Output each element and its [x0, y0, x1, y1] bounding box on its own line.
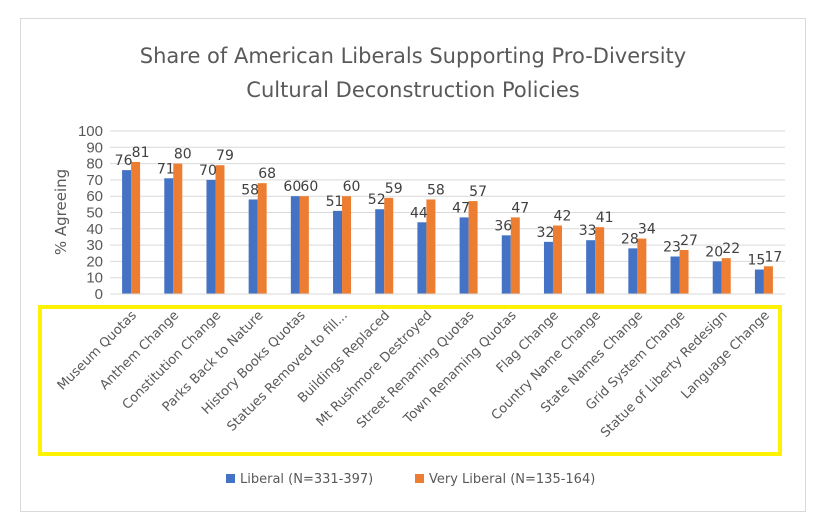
- data-label: 60: [343, 179, 361, 195]
- bars: [122, 161, 773, 294]
- bar-very-liberal: [679, 249, 689, 294]
- data-label: 42: [554, 209, 572, 225]
- data-label: 23: [663, 240, 681, 256]
- bar-very-liberal: [257, 183, 267, 294]
- legend-swatch: [415, 474, 424, 483]
- bar-very-liberal: [468, 201, 478, 294]
- bar-liberal: [543, 241, 553, 294]
- data-label: 22: [722, 241, 740, 257]
- chart-title-line-1: Share of American Liberals Supporting Pr…: [140, 44, 686, 68]
- data-label: 52: [368, 192, 386, 208]
- bar-liberal: [122, 170, 132, 294]
- bar-liberal: [670, 256, 680, 294]
- bar-very-liberal: [637, 238, 647, 294]
- y-tick-label: 90: [86, 139, 103, 156]
- y-tick-label: 0: [95, 286, 103, 303]
- data-label: 34: [638, 222, 656, 238]
- legend-label: Very Liberal (N=135-164): [429, 472, 595, 487]
- bar-liberal: [501, 235, 511, 294]
- bar-liberal: [333, 210, 343, 294]
- y-tick-label: 80: [86, 156, 103, 173]
- legend: Liberal (N=331-397) Very Liberal (N=135-1…: [226, 472, 595, 487]
- bar-very-liberal: [721, 258, 731, 294]
- bar-very-liberal: [131, 161, 141, 294]
- data-label: 79: [216, 148, 234, 164]
- y-tick-label: 100: [78, 123, 103, 140]
- highlight-box: [38, 305, 782, 456]
- data-label: 36: [494, 218, 512, 234]
- category-label: Museum Quotas: [55, 308, 140, 393]
- bar-very-liberal: [552, 225, 562, 294]
- legend-label: Liberal (N=331-397): [240, 472, 373, 487]
- data-label: 15: [747, 253, 765, 269]
- bar-liberal: [459, 217, 469, 294]
- data-label: 28: [621, 231, 639, 247]
- bar-very-liberal: [299, 196, 309, 294]
- y-tick-label: 60: [86, 188, 103, 205]
- bar-very-liberal: [215, 165, 225, 294]
- data-label: 17: [764, 249, 782, 265]
- data-label: 57: [469, 184, 487, 200]
- data-label: 58: [427, 182, 445, 198]
- y-tick-label: 30: [86, 237, 103, 254]
- bar-very-liberal: [426, 199, 436, 294]
- data-label: 60: [300, 179, 318, 195]
- y-tick-label: 70: [86, 172, 103, 189]
- data-label: 58: [241, 182, 259, 198]
- bar-very-liberal: [342, 196, 352, 294]
- bar-liberal: [164, 178, 174, 294]
- data-label: 60: [283, 179, 301, 195]
- bar-liberal: [290, 196, 300, 294]
- bar-liberal: [712, 261, 722, 294]
- bar-very-liberal: [173, 163, 183, 294]
- y-tick-label: 20: [86, 253, 103, 270]
- bar-liberal: [586, 240, 596, 294]
- y-axis-label: % Agreeing: [52, 169, 70, 255]
- bar-liberal: [754, 269, 764, 294]
- data-label: 59: [385, 181, 403, 197]
- bar-very-liberal: [595, 227, 605, 294]
- data-label: 80: [174, 147, 192, 163]
- data-label: 20: [705, 244, 723, 260]
- data-label: 47: [511, 200, 529, 216]
- bar-very-liberal: [763, 266, 773, 294]
- legend-swatch: [226, 474, 235, 483]
- bar-very-liberal: [384, 197, 394, 294]
- bar-liberal: [206, 179, 216, 294]
- data-label: 44: [410, 205, 428, 221]
- data-label: 41: [596, 210, 614, 226]
- data-label: 51: [326, 194, 344, 210]
- category-label: Anthem Change: [97, 308, 182, 393]
- bar-liberal: [417, 222, 427, 294]
- data-label: 47: [452, 200, 470, 216]
- data-label: 81: [132, 145, 150, 161]
- chart-title-line-2: Cultural Deconstruction Policies: [246, 78, 579, 102]
- bar-liberal: [248, 199, 258, 294]
- bar-very-liberal: [510, 217, 520, 294]
- y-tick-label: 40: [86, 221, 103, 238]
- data-label: 70: [199, 163, 217, 179]
- data-label: 76: [115, 153, 133, 169]
- data-label: 32: [537, 225, 555, 241]
- data-label: 68: [258, 166, 276, 182]
- bar-liberal: [628, 248, 638, 294]
- bar-liberal: [375, 209, 385, 294]
- y-tick-label: 50: [86, 205, 103, 222]
- data-label: 33: [579, 223, 597, 239]
- data-label: 71: [157, 161, 175, 177]
- y-tick-label: 10: [86, 270, 103, 287]
- data-label: 27: [680, 233, 698, 249]
